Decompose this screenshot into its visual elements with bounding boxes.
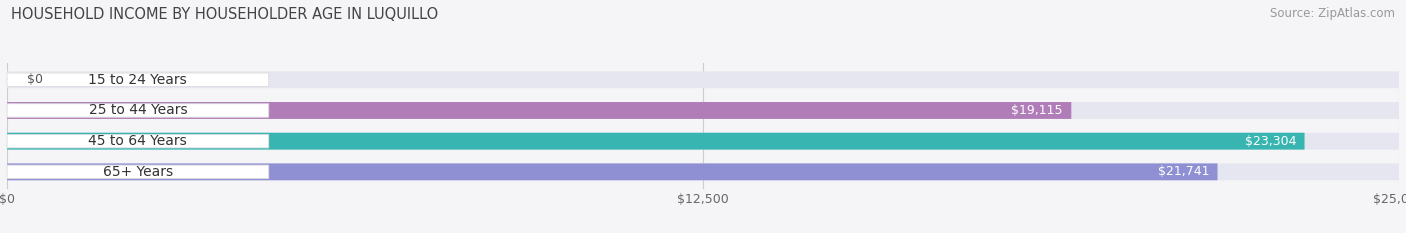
- FancyBboxPatch shape: [7, 133, 1305, 150]
- Text: HOUSEHOLD INCOME BY HOUSEHOLDER AGE IN LUQUILLO: HOUSEHOLD INCOME BY HOUSEHOLDER AGE IN L…: [11, 7, 439, 22]
- Text: $23,304: $23,304: [1244, 135, 1296, 148]
- FancyBboxPatch shape: [7, 102, 1071, 119]
- Text: $21,741: $21,741: [1157, 165, 1209, 178]
- Text: $19,115: $19,115: [1011, 104, 1063, 117]
- Text: $0: $0: [27, 73, 42, 86]
- FancyBboxPatch shape: [7, 165, 269, 179]
- Text: 15 to 24 Years: 15 to 24 Years: [89, 73, 187, 87]
- FancyBboxPatch shape: [7, 163, 1218, 180]
- FancyBboxPatch shape: [7, 102, 1399, 119]
- Text: 45 to 64 Years: 45 to 64 Years: [89, 134, 187, 148]
- FancyBboxPatch shape: [7, 133, 1399, 150]
- FancyBboxPatch shape: [7, 73, 269, 86]
- FancyBboxPatch shape: [7, 134, 269, 148]
- FancyBboxPatch shape: [7, 104, 269, 117]
- Text: 25 to 44 Years: 25 to 44 Years: [89, 103, 187, 117]
- FancyBboxPatch shape: [7, 163, 1399, 180]
- Text: 65+ Years: 65+ Years: [103, 165, 173, 179]
- FancyBboxPatch shape: [7, 71, 1399, 88]
- Text: Source: ZipAtlas.com: Source: ZipAtlas.com: [1270, 7, 1395, 20]
